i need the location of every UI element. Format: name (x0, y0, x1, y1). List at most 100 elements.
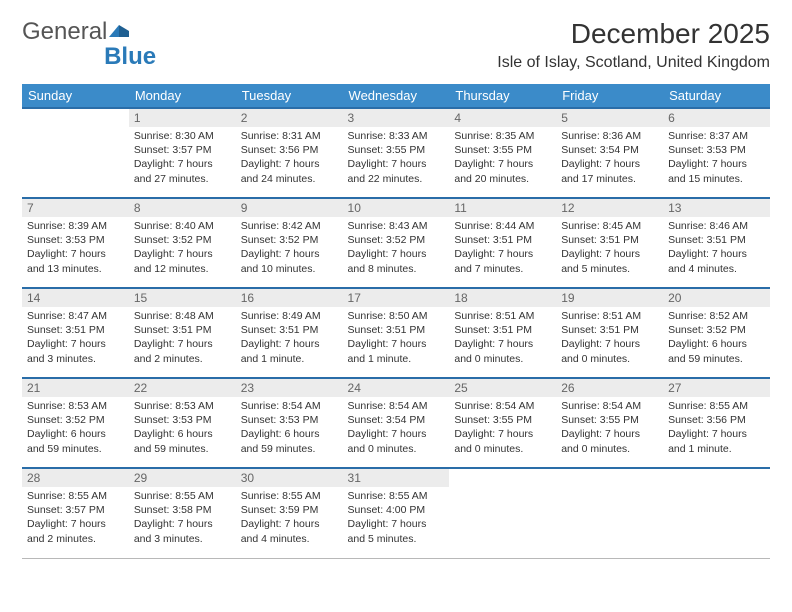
daylight-text: Daylight: 7 hours and 24 minutes. (241, 157, 338, 185)
day-details: Sunrise: 8:53 AMSunset: 3:53 PMDaylight:… (129, 397, 236, 458)
sunset-text: Sunset: 3:52 PM (241, 233, 338, 247)
day-number: 26 (556, 379, 663, 397)
day-number: 13 (663, 199, 770, 217)
calendar-day-cell: 3Sunrise: 8:33 AMSunset: 3:55 PMDaylight… (343, 108, 450, 198)
sunrise-text: Sunrise: 8:46 AM (668, 219, 765, 233)
day-details: Sunrise: 8:51 AMSunset: 3:51 PMDaylight:… (556, 307, 663, 368)
daylight-text: Daylight: 6 hours and 59 minutes. (668, 337, 765, 365)
calendar-day-cell: 6Sunrise: 8:37 AMSunset: 3:53 PMDaylight… (663, 108, 770, 198)
day-number: 9 (236, 199, 343, 217)
sunset-text: Sunset: 3:51 PM (561, 323, 658, 337)
sunset-text: Sunset: 3:55 PM (454, 413, 551, 427)
sunrise-text: Sunrise: 8:37 AM (668, 129, 765, 143)
daylight-text: Daylight: 7 hours and 12 minutes. (134, 247, 231, 275)
logo-text-general: General (22, 18, 107, 46)
sunrise-text: Sunrise: 8:47 AM (27, 309, 124, 323)
calendar-day-cell: 17Sunrise: 8:50 AMSunset: 3:51 PMDayligh… (343, 288, 450, 378)
sunset-text: Sunset: 3:51 PM (27, 323, 124, 337)
daylight-text: Daylight: 7 hours and 0 minutes. (561, 337, 658, 365)
calendar-week-row: 1Sunrise: 8:30 AMSunset: 3:57 PMDaylight… (22, 108, 770, 198)
sunset-text: Sunset: 3:59 PM (241, 503, 338, 517)
day-number: 14 (22, 289, 129, 307)
day-number: 20 (663, 289, 770, 307)
calendar-day-cell: 10Sunrise: 8:43 AMSunset: 3:52 PMDayligh… (343, 198, 450, 288)
day-number: 6 (663, 109, 770, 127)
sunrise-text: Sunrise: 8:53 AM (134, 399, 231, 413)
sunrise-text: Sunrise: 8:53 AM (27, 399, 124, 413)
calendar-day-cell (449, 468, 556, 558)
calendar-day-cell: 23Sunrise: 8:54 AMSunset: 3:53 PMDayligh… (236, 378, 343, 468)
daylight-text: Daylight: 7 hours and 0 minutes. (454, 427, 551, 455)
sunrise-text: Sunrise: 8:30 AM (134, 129, 231, 143)
weekday-header: Thursday (449, 84, 556, 108)
logo-mark-icon (109, 18, 131, 46)
sunset-text: Sunset: 3:52 PM (134, 233, 231, 247)
day-details: Sunrise: 8:54 AMSunset: 3:54 PMDaylight:… (343, 397, 450, 458)
day-details: Sunrise: 8:48 AMSunset: 3:51 PMDaylight:… (129, 307, 236, 368)
day-details: Sunrise: 8:55 AMSunset: 3:57 PMDaylight:… (22, 487, 129, 548)
calendar-day-cell: 27Sunrise: 8:55 AMSunset: 3:56 PMDayligh… (663, 378, 770, 468)
daylight-text: Daylight: 7 hours and 0 minutes. (561, 427, 658, 455)
sunrise-text: Sunrise: 8:39 AM (27, 219, 124, 233)
calendar-day-cell: 15Sunrise: 8:48 AMSunset: 3:51 PMDayligh… (129, 288, 236, 378)
sunset-text: Sunset: 3:52 PM (348, 233, 445, 247)
logo-text-blue: Blue (104, 43, 156, 70)
weekday-header: Sunday (22, 84, 129, 108)
daylight-text: Daylight: 7 hours and 5 minutes. (561, 247, 658, 275)
day-details: Sunrise: 8:55 AMSunset: 3:56 PMDaylight:… (663, 397, 770, 458)
calendar-week-row: 7Sunrise: 8:39 AMSunset: 3:53 PMDaylight… (22, 198, 770, 288)
day-number: 12 (556, 199, 663, 217)
sunrise-text: Sunrise: 8:55 AM (134, 489, 231, 503)
day-details: Sunrise: 8:37 AMSunset: 3:53 PMDaylight:… (663, 127, 770, 188)
calendar-day-cell: 25Sunrise: 8:54 AMSunset: 3:55 PMDayligh… (449, 378, 556, 468)
day-details: Sunrise: 8:53 AMSunset: 3:52 PMDaylight:… (22, 397, 129, 458)
calendar-day-cell: 12Sunrise: 8:45 AMSunset: 3:51 PMDayligh… (556, 198, 663, 288)
calendar-day-cell: 14 Sunrise: 8:47 AMSunset: 3:51 PMDayligh… (22, 288, 129, 378)
calendar-day-cell: 29Sunrise: 8:55 AMSunset: 3:58 PMDayligh… (129, 468, 236, 558)
day-number: 27 (663, 379, 770, 397)
calendar-day-cell: 19Sunrise: 8:51 AMSunset: 3:51 PMDayligh… (556, 288, 663, 378)
calendar-day-cell: 18Sunrise: 8:51 AMSunset: 3:51 PMDayligh… (449, 288, 556, 378)
sunset-text: Sunset: 3:56 PM (241, 143, 338, 157)
day-details: Sunrise: 8:31 AMSunset: 3:56 PMDaylight:… (236, 127, 343, 188)
day-details: Sunrise: 8:55 AMSunset: 3:58 PMDaylight:… (129, 487, 236, 548)
day-details: Sunrise: 8:43 AMSunset: 3:52 PMDaylight:… (343, 217, 450, 278)
calendar-day-cell: 13Sunrise: 8:46 AMSunset: 3:51 PMDayligh… (663, 198, 770, 288)
day-number: 2 (236, 109, 343, 127)
sunrise-text: Sunrise: 8:35 AM (454, 129, 551, 143)
daylight-text: Daylight: 7 hours and 1 minute. (668, 427, 765, 455)
weekday-row: SundayMondayTuesdayWednesdayThursdayFrid… (22, 84, 770, 108)
daylight-text: Daylight: 7 hours and 5 minutes. (348, 517, 445, 545)
sunrise-text: Sunrise: 8:40 AM (134, 219, 231, 233)
day-details: Sunrise: 8:42 AMSunset: 3:52 PMDaylight:… (236, 217, 343, 278)
calendar-day-cell: 16Sunrise: 8:49 AMSunset: 3:51 PMDayligh… (236, 288, 343, 378)
day-details: Sunrise: 8:36 AMSunset: 3:54 PMDaylight:… (556, 127, 663, 188)
calendar-week-row: 14Sunrise: 8:47 AMSunset: 3:51 PMDayligh… (22, 288, 770, 378)
sunset-text: Sunset: 4:00 PM (348, 503, 445, 517)
calendar-day-cell: 28Sunrise: 8:55 AMSunset: 3:57 PMDayligh… (22, 468, 129, 558)
sunset-text: Sunset: 3:51 PM (561, 233, 658, 247)
sunset-text: Sunset: 3:55 PM (454, 143, 551, 157)
sunset-text: Sunset: 3:53 PM (668, 143, 765, 157)
sunset-text: Sunset: 3:53 PM (27, 233, 124, 247)
day-number: 5 (556, 109, 663, 127)
daylight-text: Daylight: 7 hours and 0 minutes. (348, 427, 445, 455)
sunrise-text: Sunrise: 8:51 AM (454, 309, 551, 323)
sunrise-text: Sunrise: 8:54 AM (561, 399, 658, 413)
sunset-text: Sunset: 3:52 PM (668, 323, 765, 337)
sunset-text: Sunset: 3:55 PM (348, 143, 445, 157)
daylight-text: Daylight: 7 hours and 3 minutes. (27, 337, 124, 365)
day-number: 15 (129, 289, 236, 307)
sunset-text: Sunset: 3:51 PM (454, 233, 551, 247)
sunrise-text: Sunrise: 8:54 AM (454, 399, 551, 413)
day-number: 30 (236, 469, 343, 487)
sunset-text: Sunset: 3:51 PM (134, 323, 231, 337)
sunset-text: Sunset: 3:54 PM (348, 413, 445, 427)
calendar-day-cell: 2Sunrise: 8:31 AMSunset: 3:56 PMDaylight… (236, 108, 343, 198)
day-details: Sunrise: 8:46 AMSunset: 3:51 PMDaylight:… (663, 217, 770, 278)
sunrise-text: Sunrise: 8:51 AM (561, 309, 658, 323)
day-details: Sunrise: 8:54 AMSunset: 3:55 PMDaylight:… (449, 397, 556, 458)
day-number: 11 (449, 199, 556, 217)
day-number: 23 (236, 379, 343, 397)
sunset-text: Sunset: 3:57 PM (134, 143, 231, 157)
